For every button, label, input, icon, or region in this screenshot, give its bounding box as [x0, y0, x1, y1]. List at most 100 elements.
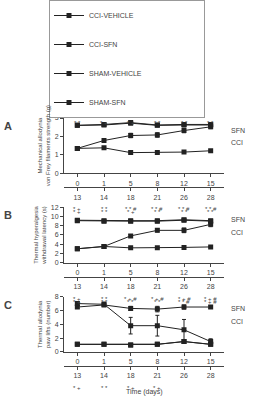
svg-text:18: 18: [127, 372, 135, 379]
svg-text:1: 1: [102, 358, 106, 365]
svg-text:2: 2: [55, 250, 59, 257]
svg-text:* +: * +: [73, 385, 81, 391]
svg-text:26: 26: [180, 283, 188, 290]
svg-text:* * #: * * #: [151, 206, 163, 212]
svg-text:CCI: CCI: [231, 139, 243, 146]
svg-text:21: 21: [153, 372, 161, 379]
svg-text:15: 15: [207, 358, 215, 365]
svg-text:5: 5: [129, 358, 133, 365]
svg-text:21: 21: [153, 194, 161, 201]
svg-text:* *: * *: [101, 296, 108, 302]
svg-text:14: 14: [100, 283, 108, 290]
svg-text:4: 4: [55, 321, 59, 328]
svg-text:* +: * +: [127, 385, 135, 391]
svg-text:Time (days): Time (days): [126, 388, 163, 396]
svg-text:14: 14: [100, 194, 108, 201]
svg-text:* +: * +: [73, 206, 81, 212]
svg-text:SHAM-SFN: SHAM-SFN: [89, 99, 126, 106]
svg-text:* + #: * + #: [151, 296, 164, 302]
svg-text:B: B: [4, 209, 12, 221]
svg-text:28: 28: [207, 283, 215, 290]
svg-text:18: 18: [127, 194, 135, 201]
svg-text:1: 1: [55, 151, 59, 158]
svg-text:* *: * *: [181, 120, 188, 126]
svg-text:0: 0: [55, 259, 59, 266]
svg-text:13: 13: [73, 283, 81, 290]
svg-text:SFN: SFN: [231, 305, 245, 312]
svg-text:* *: * *: [101, 385, 108, 391]
svg-text:SFN: SFN: [231, 127, 245, 134]
svg-text:* *: * *: [74, 120, 81, 126]
svg-text:13: 13: [73, 372, 81, 379]
svg-text:* + #: * + #: [204, 296, 217, 302]
svg-text:26: 26: [180, 194, 188, 201]
svg-text:4: 4: [55, 241, 59, 248]
svg-text:5: 5: [129, 180, 133, 187]
svg-text:CCI-SFN: CCI-SFN: [89, 41, 117, 48]
svg-text:0: 0: [75, 180, 79, 187]
svg-text:* +: * +: [127, 120, 135, 126]
svg-text:2: 2: [55, 133, 59, 140]
svg-text:* + #: * + #: [124, 296, 137, 302]
svg-text:15: 15: [207, 180, 215, 187]
svg-text:15: 15: [207, 269, 215, 276]
svg-text:6: 6: [55, 231, 59, 238]
svg-text:* *: * *: [154, 120, 161, 126]
svg-text:2: 2: [55, 335, 59, 342]
svg-text:* +: * +: [127, 209, 135, 215]
svg-text:C: C: [4, 299, 12, 311]
svg-text:* *: * *: [101, 299, 108, 305]
svg-text:8: 8: [155, 180, 159, 187]
svg-text:* *: * *: [127, 299, 134, 305]
svg-text:28: 28: [207, 194, 215, 201]
svg-text:Mechanical allodyniavon Frey f: Mechanical allodyniavon Frey filaments s…: [37, 105, 51, 186]
svg-text:26: 26: [180, 372, 188, 379]
svg-text:8: 8: [55, 222, 59, 229]
svg-text:10: 10: [51, 213, 59, 220]
svg-text:* *: * *: [207, 209, 214, 215]
svg-text:Thermal hyperalgesiawithdrawal: Thermal hyperalgesiawithdrawal latency (…: [33, 205, 47, 264]
svg-text:CCI: CCI: [231, 229, 243, 236]
svg-text:13: 13: [73, 194, 81, 201]
svg-text:1: 1: [102, 269, 106, 276]
svg-text:28: 28: [207, 372, 215, 379]
svg-text:* * #: * * #: [125, 206, 137, 212]
svg-text:* +: * +: [73, 209, 81, 215]
svg-text:* +: * +: [153, 385, 161, 391]
svg-text:14: 14: [100, 372, 108, 379]
svg-text:18: 18: [127, 283, 135, 290]
svg-text:CCI-VEHICLE: CCI-VEHICLE: [89, 12, 134, 19]
svg-text:* *: * *: [101, 209, 108, 215]
svg-text:* + #: * + #: [178, 296, 191, 302]
svg-text:0: 0: [75, 269, 79, 276]
svg-text:12: 12: [180, 358, 188, 365]
svg-text:6: 6: [55, 307, 59, 314]
svg-text:SFN: SFN: [231, 216, 245, 223]
svg-text:8: 8: [155, 358, 159, 365]
svg-text:Thermal allodyniapaw lifts (nu: Thermal allodyniapaw lifts (number): [37, 300, 51, 348]
svg-text:* *: * *: [207, 120, 214, 126]
svg-text:12: 12: [180, 180, 188, 187]
svg-text:12: 12: [180, 269, 188, 276]
svg-text:1: 1: [102, 180, 106, 187]
svg-text:* +: * +: [73, 299, 81, 305]
svg-text:8: 8: [155, 269, 159, 276]
svg-text:0: 0: [55, 170, 59, 177]
svg-text:CCI: CCI: [231, 318, 243, 325]
svg-text:8: 8: [55, 293, 59, 300]
svg-text:* *: * *: [154, 209, 161, 215]
svg-text:* * #: * * #: [178, 299, 190, 305]
svg-text:0: 0: [75, 358, 79, 365]
svg-text:* *: * *: [154, 299, 161, 305]
svg-text:* *: * *: [101, 206, 108, 212]
svg-text:* +: * +: [73, 296, 81, 302]
svg-text:* * #: * * #: [205, 206, 217, 212]
svg-text:21: 21: [153, 283, 161, 290]
svg-text:* *: * *: [181, 209, 188, 215]
svg-text:A: A: [4, 120, 12, 132]
svg-text:* +: * +: [100, 120, 108, 126]
svg-text:12: 12: [51, 204, 59, 211]
svg-text:SHAM-VEHICLE: SHAM-VEHICLE: [89, 70, 142, 77]
svg-text:* * #: * * #: [178, 206, 190, 212]
svg-text:0: 0: [55, 348, 59, 355]
